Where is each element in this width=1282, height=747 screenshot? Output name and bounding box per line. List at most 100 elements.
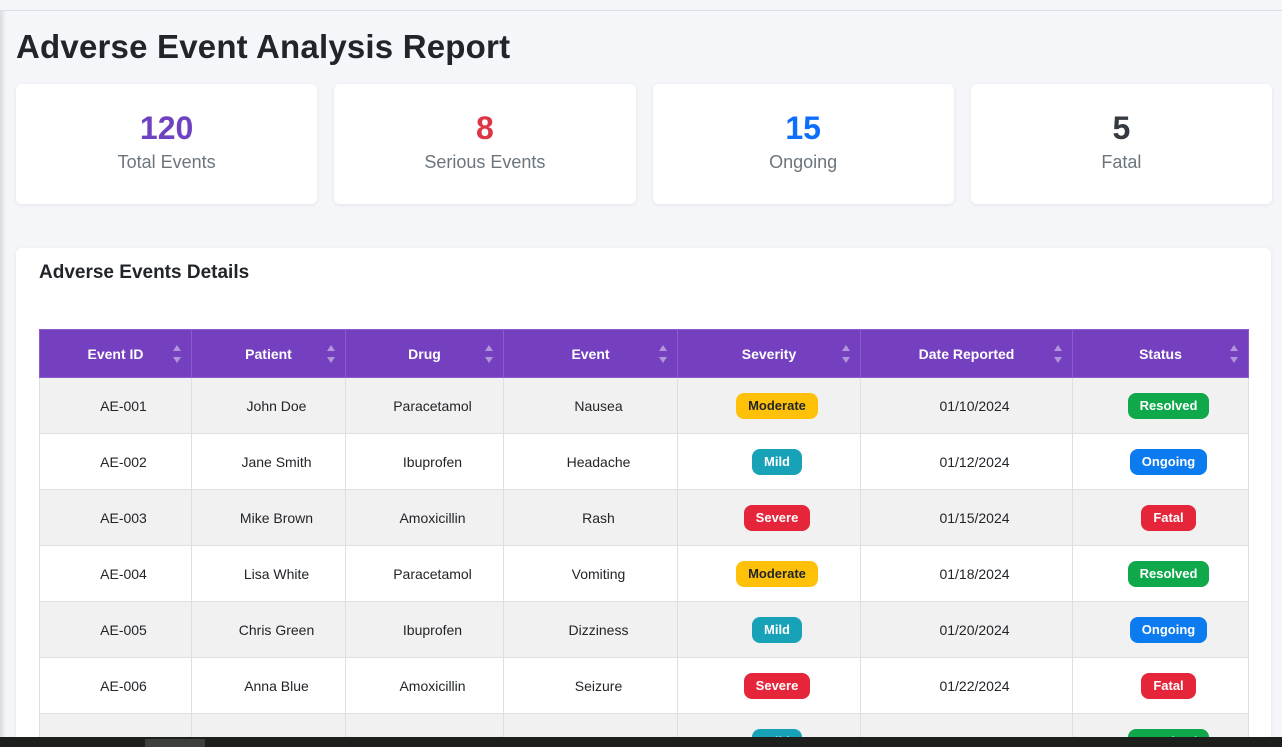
cell-drug: Paracetamol xyxy=(345,545,504,602)
severity-badge: Severe xyxy=(743,672,811,699)
stat-card-ongoing: 15 Ongoing xyxy=(652,84,954,204)
cell-status: Fatal xyxy=(1072,489,1249,546)
column-header-status[interactable]: Status xyxy=(1072,329,1249,378)
cell-severity: Moderate xyxy=(677,545,861,602)
sort-icon xyxy=(173,345,181,363)
cell-status: Fatal xyxy=(1072,657,1249,714)
severity-badge: Moderate xyxy=(736,392,818,419)
cell-date-reported: 01/20/2024 xyxy=(860,601,1073,658)
table-header-row: Event ID Patient Drug Event Severity Dat… xyxy=(39,329,1249,378)
cell-drug: Amoxicillin xyxy=(345,657,504,714)
column-header-label: Severity xyxy=(741,345,797,362)
sort-icon xyxy=(1230,345,1238,363)
horizontal-scrollbar[interactable] xyxy=(0,737,1282,747)
stat-value: 15 xyxy=(785,109,821,146)
table-row: AE-006 Anna Blue Amoxicillin Seizure Sev… xyxy=(39,657,1249,714)
cell-event-id: AE-003 xyxy=(39,489,192,546)
table-row: AE-005 Chris Green Ibuprofen Dizziness M… xyxy=(39,601,1249,658)
cell-date-reported: 01/12/2024 xyxy=(860,433,1073,490)
cell-event: Nausea xyxy=(503,377,678,434)
column-header-event[interactable]: Event xyxy=(503,329,678,378)
stat-label: Total Events xyxy=(117,152,216,173)
stats-row: 120 Total Events 8 Serious Events 15 Ong… xyxy=(16,84,1272,204)
cell-event-id: AE-002 xyxy=(39,433,192,490)
sort-icon xyxy=(485,345,493,363)
cell-severity: Severe xyxy=(677,489,861,546)
cell-drug: Ibuprofen xyxy=(345,433,504,490)
cell-status: Ongoing xyxy=(1072,601,1249,658)
cell-event: Vomiting xyxy=(503,545,678,602)
cell-date-reported: 01/10/2024 xyxy=(860,377,1073,434)
status-badge: Resolved xyxy=(1127,560,1210,587)
cell-drug: Ibuprofen xyxy=(345,601,504,658)
table-row: AE-004 Lisa White Paracetamol Vomiting M… xyxy=(39,545,1249,602)
cell-drug: Paracetamol xyxy=(345,377,504,434)
cell-patient: Chris Green xyxy=(191,601,346,658)
details-panel: Adverse Events Details Event ID Patient … xyxy=(16,248,1271,747)
table-row: AE-001 John Doe Paracetamol Nausea Moder… xyxy=(39,377,1249,434)
cell-status: Ongoing xyxy=(1072,433,1249,490)
stat-label: Fatal xyxy=(1101,152,1142,173)
cell-patient: Lisa White xyxy=(191,545,346,602)
events-table: Event ID Patient Drug Event Severity Dat… xyxy=(39,329,1249,747)
cell-drug: Amoxicillin xyxy=(345,489,504,546)
status-badge: Ongoing xyxy=(1129,448,1208,475)
cell-event-id: AE-006 xyxy=(39,657,192,714)
cell-patient: Mike Brown xyxy=(191,489,346,546)
cell-date-reported: 01/18/2024 xyxy=(860,545,1073,602)
column-header-date-reported[interactable]: Date Reported xyxy=(860,329,1073,378)
cell-event: Rash xyxy=(503,489,678,546)
window-edge xyxy=(0,11,6,747)
column-header-label: Patient xyxy=(245,345,292,362)
stat-value: 5 xyxy=(1112,109,1131,146)
cell-event: Headache xyxy=(503,433,678,490)
page-title: Adverse Event Analysis Report xyxy=(16,28,511,65)
cell-event: Dizziness xyxy=(503,601,678,658)
column-header-event-id[interactable]: Event ID xyxy=(39,329,192,378)
table-row: AE-002 Jane Smith Ibuprofen Headache Mil… xyxy=(39,433,1249,490)
cell-date-reported: 01/15/2024 xyxy=(860,489,1073,546)
scrollbar-thumb[interactable] xyxy=(145,739,205,747)
severity-badge: Mild xyxy=(752,616,802,643)
severity-badge: Mild xyxy=(752,448,802,475)
cell-status: Resolved xyxy=(1072,377,1249,434)
table-row: AE-003 Mike Brown Amoxicillin Rash Sever… xyxy=(39,489,1249,546)
cell-patient: Anna Blue xyxy=(191,657,346,714)
cell-date-reported: 01/22/2024 xyxy=(860,657,1073,714)
stat-value: 120 xyxy=(139,109,194,146)
top-border xyxy=(0,0,1282,11)
status-badge: Fatal xyxy=(1141,672,1196,699)
column-header-label: Date Reported xyxy=(918,345,1015,362)
status-badge: Fatal xyxy=(1141,504,1196,531)
status-badge: Resolved xyxy=(1127,392,1210,419)
cell-event: Seizure xyxy=(503,657,678,714)
cell-severity: Severe xyxy=(677,657,861,714)
cell-event-id: AE-004 xyxy=(39,545,192,602)
stat-card-total-events: 120 Total Events xyxy=(16,84,318,204)
status-badge: Ongoing xyxy=(1129,616,1208,643)
cell-patient: Jane Smith xyxy=(191,433,346,490)
column-header-patient[interactable]: Patient xyxy=(191,329,346,378)
panel-title: Adverse Events Details xyxy=(39,262,250,283)
cell-event-id: AE-001 xyxy=(39,377,192,434)
cell-event-id xyxy=(39,713,192,747)
cell-severity: Moderate xyxy=(677,377,861,434)
sort-icon xyxy=(659,345,667,363)
column-header-label: Event xyxy=(571,345,610,362)
severity-badge: Severe xyxy=(743,504,811,531)
column-header-drug[interactable]: Drug xyxy=(345,329,504,378)
stat-label: Serious Events xyxy=(424,152,546,173)
column-header-label: Status xyxy=(1139,345,1182,362)
cell-severity: Mild xyxy=(677,601,861,658)
sort-icon xyxy=(842,345,850,363)
cell-severity: Mild xyxy=(677,433,861,490)
column-header-label: Event ID xyxy=(87,345,144,362)
stat-label: Ongoing xyxy=(769,152,838,173)
sort-icon xyxy=(1054,345,1062,363)
sort-icon xyxy=(327,345,335,363)
cell-patient: John Doe xyxy=(191,377,346,434)
cell-event-id: AE-005 xyxy=(39,601,192,658)
column-header-severity[interactable]: Severity xyxy=(677,329,861,378)
stat-value: 8 xyxy=(475,109,494,146)
cell-status: Resolved xyxy=(1072,545,1249,602)
